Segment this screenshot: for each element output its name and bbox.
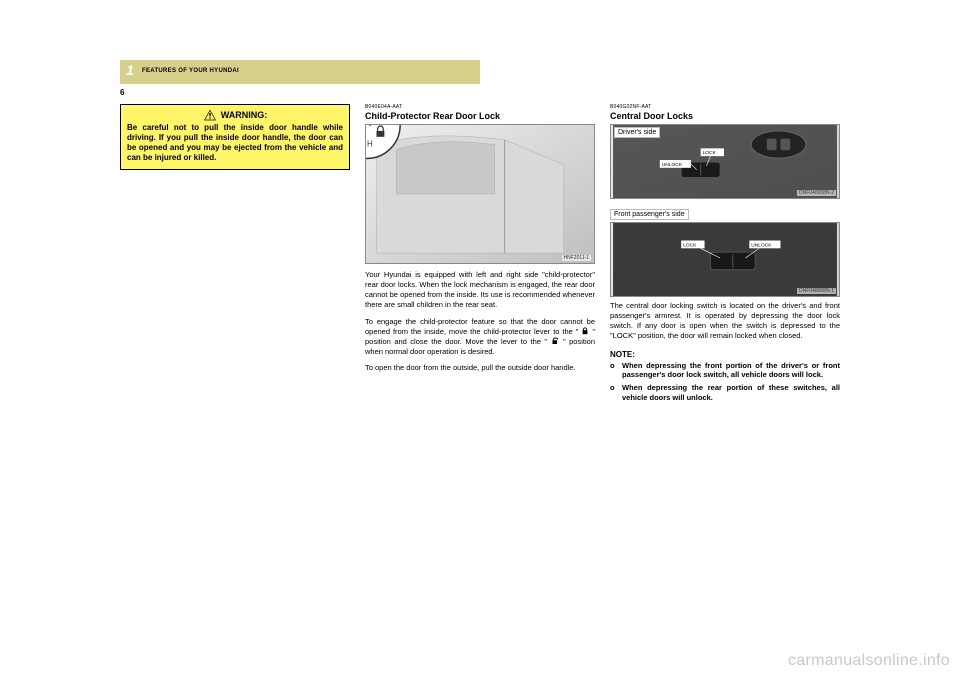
chapter-title: FEATURES OF YOUR HYUNDAI [142,68,239,74]
text-fragment: To engage the child-protector feature so… [365,317,595,336]
passenger-panel-illustration: LOCK UNLOCK [611,223,839,296]
warning-header: WARNING: [127,109,343,121]
paragraph: To open the door from the outside, pull … [365,363,595,373]
section-code: B040G02NF-AAT [610,104,840,110]
figure-driver-side: LOCK UNLOCK Driver's side ONF048008N-2 [610,124,840,199]
svg-text:LOCK: LOCK [683,242,697,248]
figure-passenger-side: LOCK UNLOCK ONF048008N-1 [610,222,840,297]
note-heading: NOTE: [610,350,840,359]
figure-label: Driver's side [614,127,660,138]
figure-label: Front passenger's side [610,209,689,220]
chapter-number: 1 [126,62,134,78]
figure-child-lock: L H HNF2011-1 [365,124,595,264]
door-illustration: L H [366,125,594,263]
column-1: WARNING: Be careful not to pull the insi… [120,104,350,170]
column-2: B040E04A-AAT Child-Protector Rear Door L… [365,104,595,373]
section-code: B040E04A-AAT [365,104,595,110]
chapter-tab: 1 FEATURES OF YOUR HYUNDAI [120,60,480,84]
figure-caption: ONF048008N-2 [797,190,836,196]
list-item: When depressing the rear portion of thes… [622,383,840,403]
manual-page: 1 FEATURES OF YOUR HYUNDAI 6 WARNING: Be… [120,60,840,620]
figure-caption: ONF048008N-1 [797,288,836,294]
svg-text:L H: L H [366,140,373,149]
paragraph: The central door locking switch is locat… [610,301,840,342]
list-item: When depressing the front portion of the… [622,361,840,381]
paragraph: To engage the child-protector feature so… [365,317,595,358]
paragraph: Your Hyundai is equipped with left and r… [365,270,595,311]
note-list: When depressing the front portion of the… [610,361,840,403]
unlock-icon [551,337,560,345]
svg-text:LOCK: LOCK [703,150,717,156]
warning-icon [203,109,217,121]
warning-body: Be careful not to pull the inside door h… [127,123,343,163]
page-number: 6 [120,88,124,97]
warning-box: WARNING: Be careful not to pull the insi… [120,104,350,170]
section-title-child-lock: Child-Protector Rear Door Lock [365,111,595,121]
column-3: B040G02NF-AAT Central Door Locks LOCK UN… [610,104,840,406]
svg-text:UNLOCK: UNLOCK [751,242,772,248]
watermark: carmanualsonline.info [788,652,950,670]
warning-title: WARNING: [221,110,268,120]
svg-text:UNLOCK: UNLOCK [662,162,683,168]
figure-caption: HNF2011-1 [562,255,591,261]
section-title-central-lock: Central Door Locks [610,111,840,121]
